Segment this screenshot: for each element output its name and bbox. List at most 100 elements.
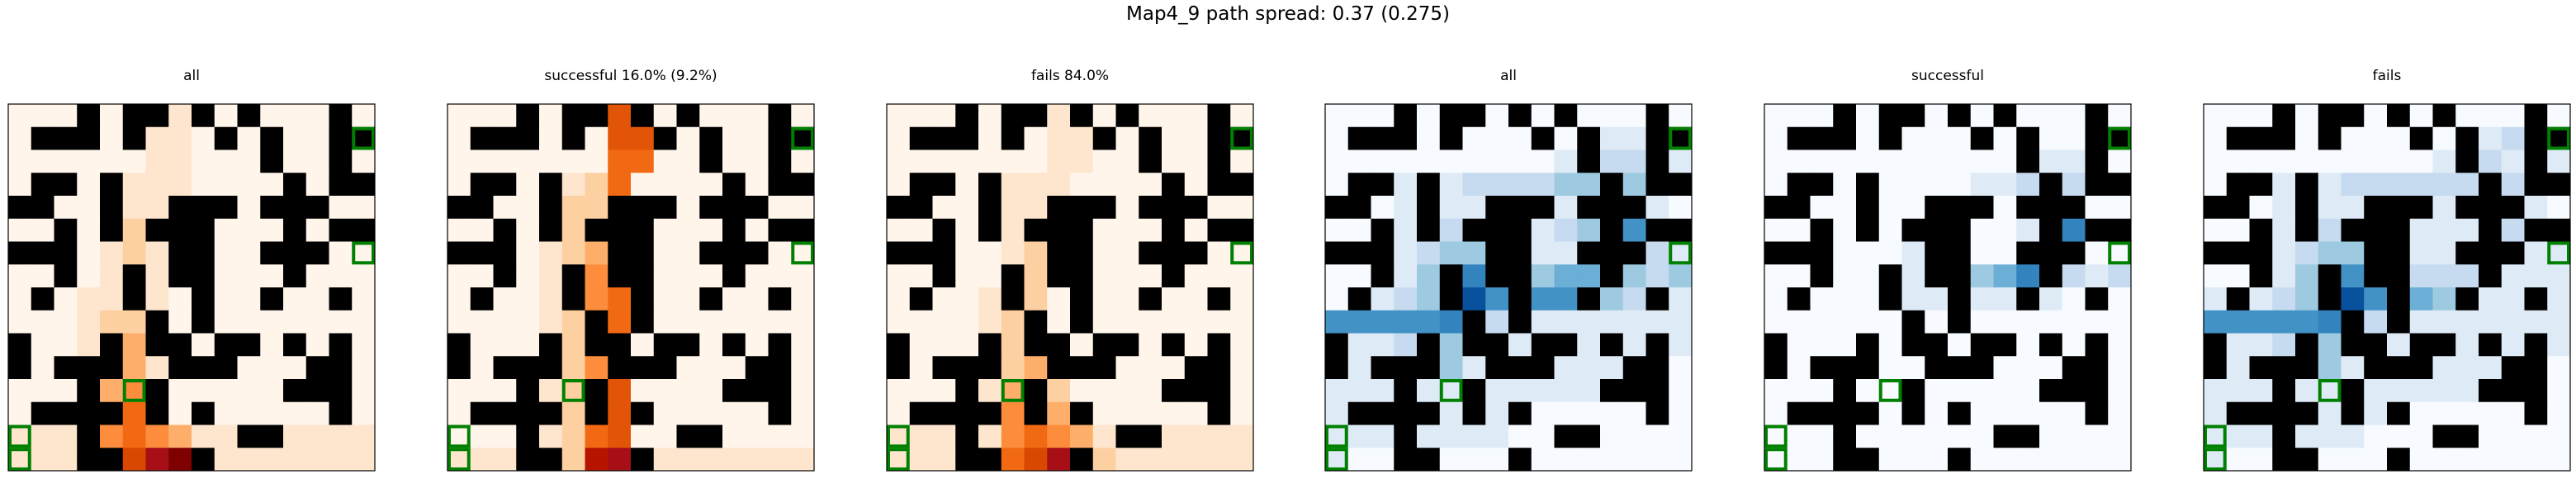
heat-cell xyxy=(145,424,169,448)
wall-cell xyxy=(260,287,284,311)
heat-cell xyxy=(77,241,101,265)
heat-cell xyxy=(1485,310,1509,334)
heat-cell xyxy=(1531,287,1555,311)
heat-cell xyxy=(722,356,746,380)
heat-cell xyxy=(2272,196,2296,220)
wall-cell xyxy=(1001,126,1025,150)
heat-cell xyxy=(1207,241,1231,265)
wall-cell xyxy=(1787,196,1811,220)
wall-cell xyxy=(1070,196,1094,220)
heat-cell xyxy=(54,104,78,128)
heat-cell xyxy=(2295,310,2319,334)
heat-cell xyxy=(145,287,169,311)
heat-cell xyxy=(2226,218,2250,242)
heat-cell xyxy=(1901,241,1925,265)
wall-cell xyxy=(2479,196,2503,220)
heat-cell xyxy=(1787,379,1811,403)
wall-cell xyxy=(631,356,655,380)
heat-cell xyxy=(2249,149,2273,173)
wall-cell xyxy=(1207,379,1231,403)
heat-cell xyxy=(699,173,723,197)
heat-cell xyxy=(1554,218,1578,242)
wall-cell xyxy=(2085,333,2109,357)
heat-cell xyxy=(470,424,494,448)
heat-cell xyxy=(100,264,124,288)
heat-cell xyxy=(1347,379,1371,403)
heat-cell xyxy=(887,287,911,311)
heat-cell xyxy=(1024,126,1048,150)
heat-cell xyxy=(745,104,769,128)
wall-cell xyxy=(1531,196,1555,220)
heat-cell xyxy=(2272,287,2296,311)
wall-cell xyxy=(1646,173,1669,197)
heat-cell xyxy=(1439,448,1463,472)
heat-cell xyxy=(1669,401,1693,425)
heat-cell xyxy=(1207,196,1231,220)
wall-cell xyxy=(77,448,101,472)
wall-cell xyxy=(2016,287,2040,311)
heat-cell xyxy=(1531,310,1555,334)
heat-cell xyxy=(2272,173,2296,197)
heat-cell xyxy=(1577,356,1601,380)
wall-cell xyxy=(2455,196,2479,220)
heat-cell xyxy=(2501,218,2525,242)
heat-cell xyxy=(77,218,101,242)
wall-cell xyxy=(1901,333,1925,357)
heat-cell xyxy=(2455,356,2479,380)
wall-cell xyxy=(1600,196,1624,220)
wall-cell xyxy=(214,333,238,357)
heat-cell xyxy=(791,287,815,311)
heat-cell xyxy=(352,448,376,472)
wall-cell xyxy=(2226,241,2250,265)
heat-cell xyxy=(122,241,146,265)
wall-cell xyxy=(1646,287,1669,311)
wall-cell xyxy=(192,448,215,472)
heat-cell xyxy=(1184,173,1208,197)
heat-cell xyxy=(2387,149,2411,173)
wall-cell xyxy=(31,196,54,220)
wall-cell xyxy=(631,196,655,220)
heat-cell xyxy=(1439,356,1463,380)
heat-cell xyxy=(2409,379,2433,403)
heat-cell xyxy=(2432,264,2456,288)
heat-cell xyxy=(516,310,540,334)
heat-cell xyxy=(283,149,307,173)
wall-cell xyxy=(1810,173,1834,197)
heat-cell xyxy=(1162,356,1186,380)
heat-cell xyxy=(608,310,632,334)
heat-cell xyxy=(305,287,329,311)
heat-cell xyxy=(955,173,979,197)
heat-cell xyxy=(260,264,284,288)
heat-cell xyxy=(909,424,933,448)
wall-cell xyxy=(1024,379,1048,403)
heat-cell xyxy=(31,264,54,288)
heat-cell xyxy=(2364,126,2388,150)
wall-cell xyxy=(768,333,792,357)
heat-cell xyxy=(305,104,329,128)
wall-cell xyxy=(1508,196,1532,220)
heat-cell xyxy=(1669,264,1693,288)
heat-cell xyxy=(1371,104,1395,128)
heat-cell xyxy=(1993,264,2017,288)
heat-cell xyxy=(2039,424,2063,448)
heat-cell xyxy=(516,333,540,357)
heat-cell xyxy=(2432,448,2456,472)
heat-cell xyxy=(2249,104,2273,128)
wall-cell xyxy=(54,173,78,197)
heat-cell xyxy=(1833,264,1857,288)
heat-cell xyxy=(1115,264,1139,288)
wall-cell xyxy=(699,126,723,150)
wall-cell xyxy=(2479,241,2503,265)
wall-cell xyxy=(1462,218,1486,242)
heat-cell xyxy=(1347,104,1371,128)
heat-cell xyxy=(8,218,32,242)
heat-cell xyxy=(745,173,769,197)
wall-cell xyxy=(1485,218,1509,242)
wall-cell xyxy=(1833,104,1857,128)
heat-cell xyxy=(1669,241,1693,265)
heat-cell xyxy=(2364,379,2388,403)
heat-cell xyxy=(2204,448,2228,472)
heat-cell xyxy=(1462,126,1486,150)
wall-cell xyxy=(2387,448,2411,472)
wall-cell xyxy=(585,379,608,403)
